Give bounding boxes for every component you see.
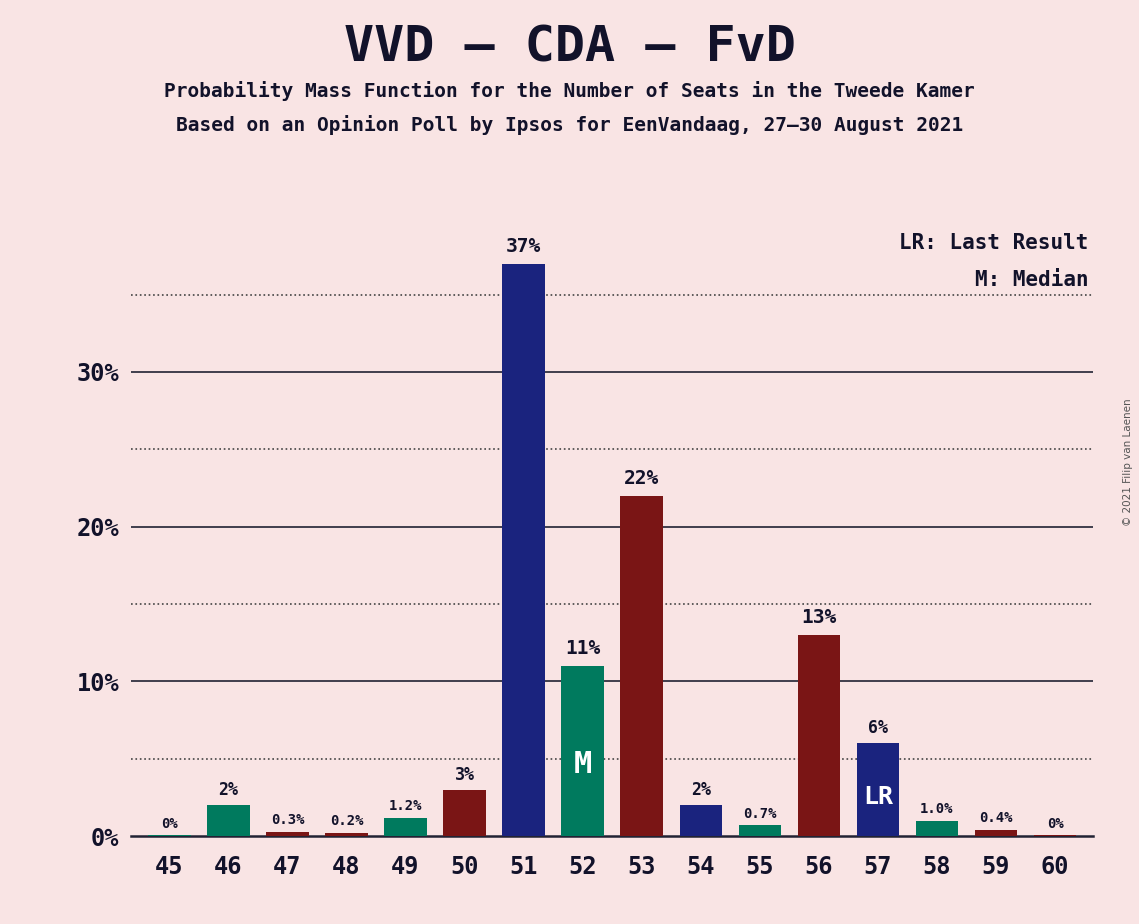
Text: 0.7%: 0.7% [743,807,777,821]
Bar [502,263,544,836]
Text: © 2021 Filip van Laenen: © 2021 Filip van Laenen [1123,398,1132,526]
Bar [207,805,249,836]
Text: 3%: 3% [454,766,475,784]
Text: VVD – CDA – FvD: VVD – CDA – FvD [344,23,795,71]
Text: 2%: 2% [690,781,711,799]
Text: 6%: 6% [868,719,888,737]
Bar [562,666,604,836]
Text: 1.0%: 1.0% [920,802,953,816]
Text: LR: Last Result: LR: Last Result [900,233,1089,252]
Text: LR: LR [863,785,893,809]
Bar [384,818,427,836]
Bar [916,821,958,836]
Bar [443,790,486,836]
Text: 2%: 2% [219,781,238,799]
Text: Based on an Opinion Poll by Ipsos for EenVandaag, 27–30 August 2021: Based on an Opinion Poll by Ipsos for Ee… [175,115,964,135]
Text: 22%: 22% [624,469,659,488]
Text: 0.2%: 0.2% [330,814,363,829]
Bar [621,495,663,836]
Text: 13%: 13% [801,608,836,627]
Text: 1.2%: 1.2% [388,799,423,813]
Text: Probability Mass Function for the Number of Seats in the Tweede Kamer: Probability Mass Function for the Number… [164,81,975,102]
Bar [267,832,309,836]
Text: 11%: 11% [565,639,600,658]
Text: 37%: 37% [506,237,541,256]
Text: 0.3%: 0.3% [271,813,304,827]
Text: M: M [574,750,592,779]
Text: 0%: 0% [1047,817,1064,831]
Text: M: Median: M: Median [975,270,1089,290]
Bar [326,833,368,836]
Bar [857,743,899,836]
Bar [680,805,722,836]
Bar [797,635,841,836]
Bar [738,825,781,836]
Text: 0.4%: 0.4% [980,811,1013,825]
Bar [975,830,1017,836]
Text: 0%: 0% [161,817,178,831]
